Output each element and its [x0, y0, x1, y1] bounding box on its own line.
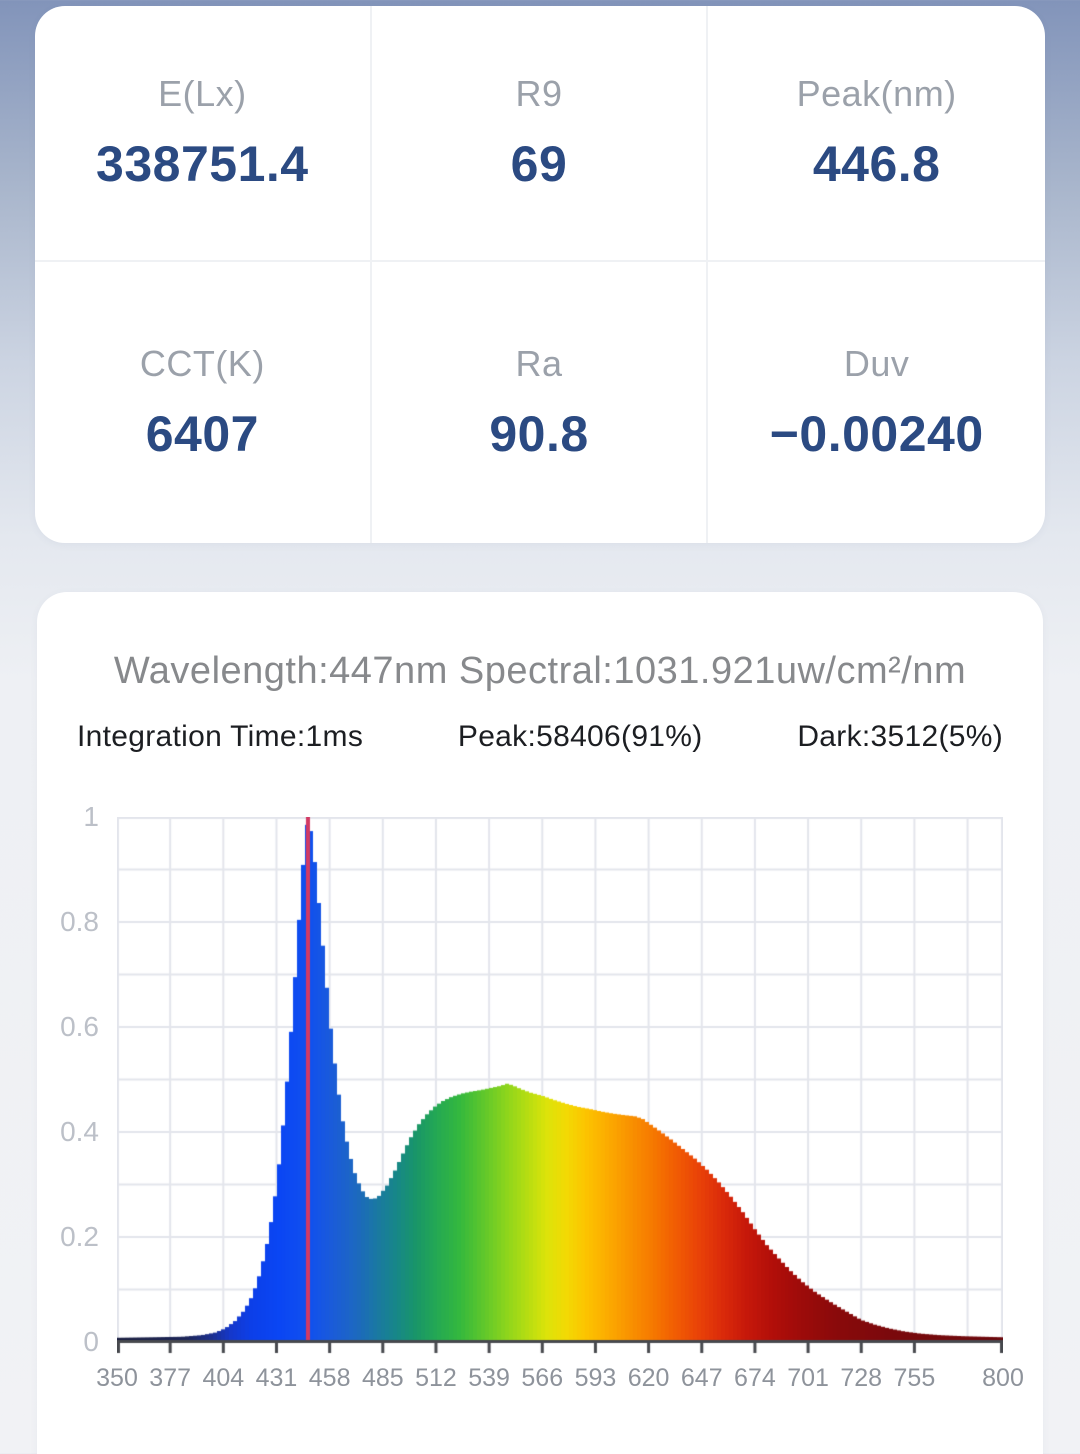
metric-value-ra: 90.8 [489, 405, 589, 462]
metric-value-duv: −0.00240 [769, 405, 984, 462]
integration-time-text: Integration Time:1ms [77, 720, 364, 753]
metric-value-r9: 69 [510, 136, 568, 192]
metric-label-r9: R9 [515, 73, 563, 114]
x-tick-label: 539 [468, 1364, 510, 1392]
y-tick-label: 1 [83, 801, 99, 832]
x-tick-label: 800 [982, 1364, 1024, 1392]
spectrum-title: Wavelength:447nm Spectral:1031.921uw/cm²… [113, 650, 967, 692]
metrics-card: E(Lx) 338751.4 R9 69 Peak(nm) 446.8 CCT(… [35, 6, 1045, 543]
metric-label-elx: E(Lx) [158, 73, 247, 114]
spectrum-card: Wavelength:447nm Spectral:1031.921uw/cm²… [37, 592, 1043, 1454]
metric-label-duv: Duv [843, 342, 910, 384]
metric-cell-elx: E(Lx) 338751.4 [35, 6, 372, 262]
x-tick-label: 647 [680, 1364, 723, 1392]
metric-cell-duv: Duv −0.00240 [708, 262, 1045, 543]
x-tick-label: 728 [840, 1364, 883, 1392]
x-tick-label: 755 [893, 1364, 936, 1392]
metric-label-ra: Ra [515, 342, 563, 384]
x-tick-label: 431 [255, 1364, 298, 1392]
y-tick-label: 0.8 [60, 906, 99, 937]
metric-cell-r9: R9 69 [371, 6, 709, 262]
x-tick-label: 512 [415, 1364, 457, 1392]
x-tick-label: 404 [202, 1364, 245, 1392]
metric-value-elx: 338751.4 [96, 136, 309, 192]
y-tick-label: 0 [83, 1326, 99, 1357]
y-tick-label: 0.6 [60, 1011, 99, 1042]
spectrum-info-row: Integration Time:1ms Peak:58406(91%) Dar… [37, 720, 1043, 754]
spectrum-plot-area [117, 817, 1003, 1357]
x-tick-label: 485 [361, 1364, 404, 1392]
dark-counts-text: Dark:3512(5%) [797, 720, 1003, 753]
x-tick-label: 566 [521, 1364, 564, 1392]
metric-label-cct: CCT(K) [139, 342, 265, 384]
x-tick-label: 350 [96, 1364, 138, 1392]
metric-cell-peak: Peak(nm) 446.8 [708, 6, 1045, 262]
y-tick-label: 0.2 [60, 1221, 99, 1252]
x-tick-label: 458 [308, 1364, 351, 1392]
x-tick-label: 620 [627, 1364, 670, 1392]
y-tick-label: 0.4 [60, 1116, 99, 1147]
x-tick-label: 593 [574, 1364, 617, 1392]
metric-value-cct: 6407 [145, 405, 259, 462]
metric-cell-cct: CCT(K) 6407 [35, 262, 372, 543]
x-tick-label: 674 [734, 1364, 776, 1392]
spectrum-canvas [117, 817, 1003, 1357]
x-tick-label: 701 [787, 1364, 829, 1392]
peak-counts-text: Peak:58406(91%) [457, 720, 703, 753]
metric-value-peak: 446.8 [812, 136, 941, 192]
x-tick-label: 377 [149, 1364, 192, 1392]
metric-cell-ra: Ra 90.8 [372, 262, 709, 543]
metric-label-peak: Peak(nm) [796, 73, 957, 114]
